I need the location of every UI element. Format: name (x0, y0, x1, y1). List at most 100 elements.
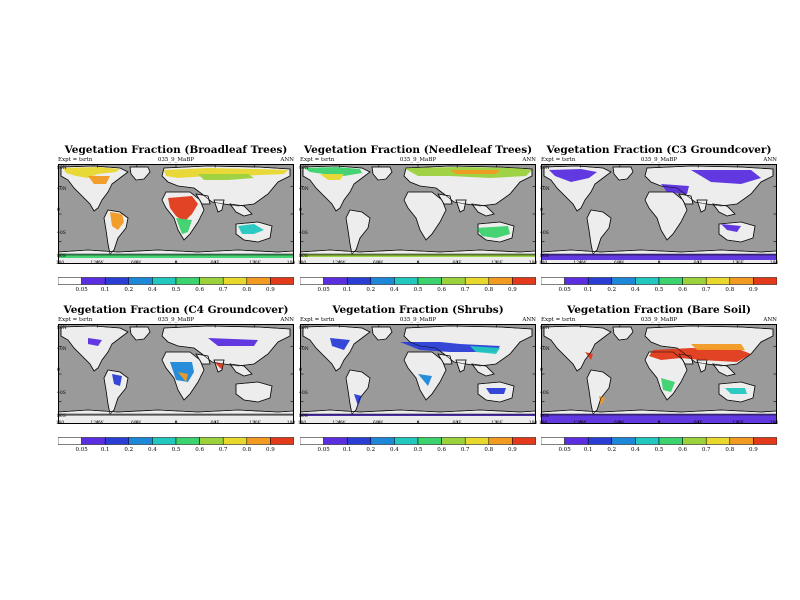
panel-period: ANN (522, 157, 536, 163)
coastline (300, 413, 536, 424)
vegetation-patch (354, 394, 362, 406)
vegetation-patch (110, 212, 124, 230)
vegetation-patch (164, 168, 288, 178)
colorbar-swatch (729, 437, 754, 445)
colorbar-swatch (564, 437, 589, 445)
coastline (543, 325, 612, 372)
coastline (403, 191, 447, 241)
map-panel-shrubs: Vegetation Fraction (Shrubs) Expt = tsrt… (298, 304, 538, 464)
lat-label: 0 (57, 208, 60, 213)
map-plot-shrubs (300, 324, 536, 424)
coastline (471, 363, 495, 377)
colorbar-swatch (587, 277, 613, 285)
colorbar-swatch (564, 277, 589, 285)
coastline (586, 369, 612, 415)
coastline (678, 193, 694, 205)
coastline (471, 203, 495, 217)
colorbar-label: 0.1 (583, 447, 593, 453)
lat-label: 40N (57, 187, 67, 192)
lat-label: 80N (540, 326, 550, 331)
colorbar-label: 0.8 (484, 287, 494, 293)
vegetation-patch (585, 352, 593, 360)
lon-label: 60E (452, 261, 462, 266)
vegetation-patch (725, 388, 747, 394)
panel-period: ANN (280, 157, 294, 163)
lon-label: 180 (55, 421, 65, 426)
colorbar-label: 0.1 (342, 287, 352, 293)
colorbar-swatch (370, 437, 395, 445)
lat-label: 40S (57, 231, 66, 236)
lon-label: 60E (693, 261, 703, 266)
coastline (403, 325, 533, 367)
lat-label: 0 (299, 368, 302, 373)
lon-label: 120W (573, 421, 587, 426)
panel-model: 035_9_MaBP (399, 317, 437, 323)
colorbar-label: 0.7 (460, 287, 470, 293)
colorbar-label: 0.5 (171, 287, 181, 293)
colorbar-swatch (370, 277, 395, 285)
lat-label: 40S (299, 391, 308, 396)
coastline (58, 253, 294, 264)
coastline (129, 326, 151, 341)
colorbar-swatch (128, 437, 153, 445)
coastline (213, 359, 225, 373)
coastline (455, 359, 467, 373)
lon-label: 180 (286, 261, 296, 266)
lat-label: 40S (299, 231, 308, 236)
lon-label: 120W (332, 261, 346, 266)
vegetation-patch (476, 226, 510, 238)
coastline (586, 209, 612, 255)
coastline (696, 359, 708, 373)
vegetation-patch (486, 388, 506, 394)
lon-label: 180 (538, 261, 548, 266)
colorbar-label: 0.05 (558, 287, 571, 293)
colorbar-label: 0.2 (124, 287, 134, 293)
lon-label: 60E (210, 261, 220, 266)
map-panel-c3: Vegetation Fraction (C3 Groundcover) Exp… (538, 144, 779, 304)
lon-label: 60W (372, 421, 384, 426)
lat-label: 40N (540, 347, 550, 352)
map-panel-broadleaf: Vegetation Fraction (Broadleaf Trees) Ex… (56, 144, 296, 304)
colorbar-swatch (611, 277, 636, 285)
lon-axis: 180 120W 60W 0 60E 120E 180 (298, 261, 538, 269)
coastline (213, 199, 225, 213)
colorbar-swatch (104, 437, 130, 445)
coastline (712, 363, 736, 377)
colorbar (300, 277, 536, 285)
colorbar-label: 0.6 (678, 287, 687, 293)
colorbar-swatch (658, 437, 683, 445)
colorbar-swatch (682, 277, 707, 285)
lat-label: 40S (540, 391, 549, 396)
colorbar-swatch (394, 437, 419, 445)
lat-label: 80S (299, 414, 308, 419)
colorbar-swatch (488, 277, 513, 285)
lat-label: 0 (540, 368, 543, 373)
lat-label: 80N (57, 326, 67, 331)
colorbar-swatch (270, 437, 294, 445)
panel-model: 035_9_MaBP (157, 317, 195, 323)
coastline (541, 253, 777, 264)
panel-model: 035_9_MaBP (640, 157, 678, 163)
colorbar-swatch (512, 277, 536, 285)
coastline (345, 209, 371, 255)
colorbar-swatch (222, 437, 248, 445)
lon-axis: 180 120W 60W 0 60E 120E 180 (538, 261, 779, 269)
coastline (678, 353, 694, 365)
panel-expt: Expt = tsrtn (541, 157, 576, 163)
coastline (161, 325, 291, 367)
map-panel-bare: Vegetation Fraction (Bare Soil) Expt = t… (539, 304, 779, 464)
coastline (235, 221, 273, 243)
coastline (300, 253, 536, 264)
panel-period: ANN (763, 317, 777, 323)
vegetation-patch (198, 174, 254, 180)
coastline (235, 381, 273, 403)
coastline (543, 165, 612, 212)
vegetation-patch (178, 372, 188, 382)
lat-label: 80S (57, 254, 66, 259)
coastline (58, 409, 294, 416)
lat-label: 0 (57, 368, 60, 373)
colorbar-swatch (394, 277, 419, 285)
coastline (103, 209, 129, 255)
map-plot-broadleaf (58, 164, 294, 264)
panel-expt: Expt = tsrtn (58, 317, 93, 323)
